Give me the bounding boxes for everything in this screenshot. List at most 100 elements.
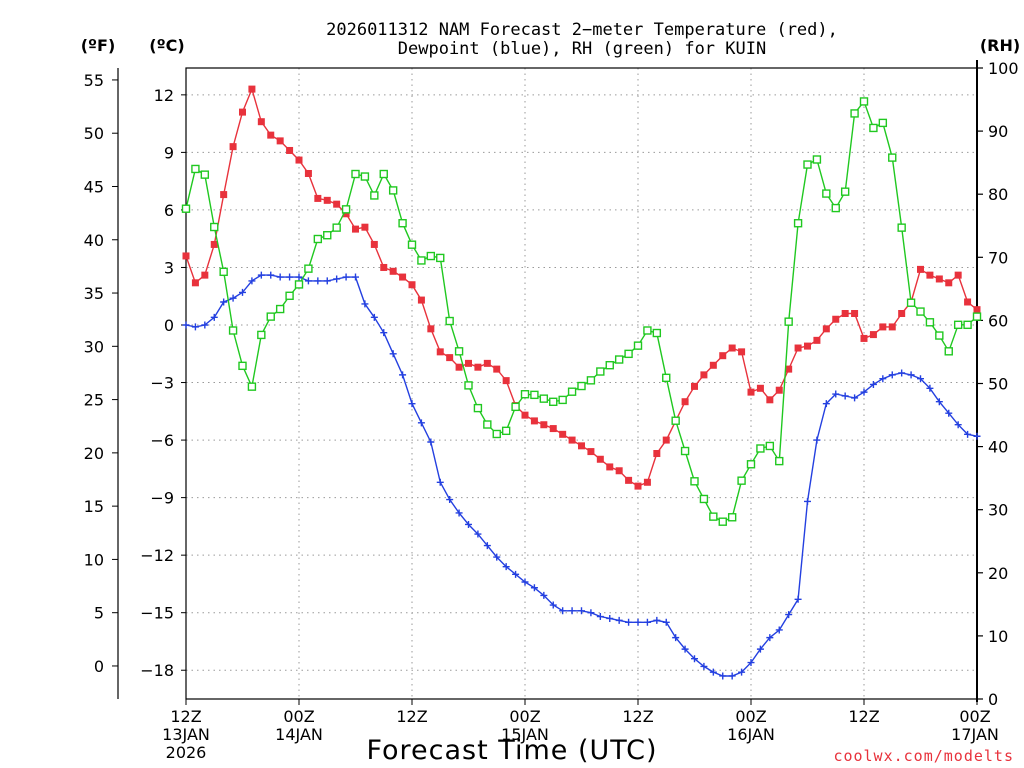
temperature-point	[719, 352, 727, 360]
temperature-point	[700, 371, 708, 379]
rh-point	[473, 403, 483, 413]
dewpoint-point	[587, 609, 595, 617]
rh-point	[869, 123, 878, 133]
credit-text: coolwx.com/modelts	[833, 747, 1014, 765]
rh-tick-label: 20	[988, 564, 1008, 583]
rh-point	[238, 361, 247, 371]
dewpoint-point	[465, 520, 472, 528]
time-tick-label: 12Z	[622, 707, 653, 726]
dewpoint-point	[361, 300, 369, 308]
rh-tick-label: 60	[988, 311, 1008, 330]
fahrenheit-tick-label: 55	[84, 71, 104, 90]
rh-point	[567, 387, 577, 396]
rh-point	[662, 373, 671, 383]
rh-point	[304, 264, 313, 273]
temperature-point	[521, 411, 529, 419]
x-axis-title: Forecast Time (UTC)	[366, 735, 657, 766]
fahrenheit-tick-label: 10	[84, 550, 104, 569]
rh-point	[850, 109, 859, 118]
rh-point	[379, 169, 388, 179]
rh-point	[878, 118, 888, 128]
dewpoint-point	[653, 616, 661, 624]
temperature-point	[540, 421, 548, 429]
fahrenheit-axis-label: (ºF)	[81, 36, 116, 55]
rh-point	[332, 223, 341, 232]
rh-point	[539, 394, 549, 403]
fahrenheit-tick-label: 40	[84, 231, 104, 250]
temperature-point	[851, 309, 859, 317]
rh-point	[501, 426, 511, 436]
celsius-tick-label: −3	[150, 374, 174, 393]
rh-point	[520, 390, 530, 399]
rh-point	[727, 513, 737, 522]
temperature-point	[643, 478, 651, 486]
dewpoint-point	[314, 277, 322, 285]
temperature-point	[973, 306, 981, 314]
temperature-point	[549, 425, 557, 433]
temperature-point	[615, 467, 623, 475]
dewpoint-point	[276, 273, 284, 281]
rh-point	[285, 291, 294, 300]
dewpoint-point	[888, 371, 896, 379]
dewpoint-point	[935, 398, 943, 406]
fahrenheit-tick-label: 50	[84, 124, 104, 143]
rh-point	[756, 444, 765, 453]
temperature-point	[860, 334, 868, 342]
rh-point	[643, 326, 652, 335]
rh-point	[784, 317, 793, 326]
dewpoint-point	[248, 277, 256, 285]
dewpoint-point	[323, 277, 331, 285]
temperature-point	[681, 398, 689, 406]
rh-point	[765, 441, 775, 451]
rh-point	[360, 172, 370, 181]
rh-point	[351, 169, 360, 179]
rh-point	[313, 234, 323, 244]
dewpoint-point	[210, 313, 218, 321]
rh-point	[341, 205, 351, 214]
dewpoint-point	[860, 388, 868, 396]
rh-point	[586, 376, 596, 385]
temperature-point	[935, 275, 943, 283]
dewpoint-point	[691, 655, 698, 663]
dewpoint-point	[201, 321, 209, 329]
temperature-point	[455, 363, 463, 371]
rh-tick-label: 40	[988, 438, 1008, 457]
temperature-point	[276, 137, 284, 145]
dewpoint-point	[879, 375, 887, 383]
rh-point	[718, 517, 727, 526]
temperature-point	[182, 252, 190, 260]
rh-axis-label: (RH)	[980, 36, 1020, 55]
rh-tick-label: 50	[988, 375, 1008, 394]
temperature-point	[578, 442, 585, 450]
rh-point	[210, 222, 219, 232]
dewpoint-point	[540, 591, 548, 599]
dewpoint-point	[427, 438, 435, 446]
dewpoint-point	[728, 672, 736, 680]
dewpoint-point	[851, 394, 859, 402]
rh-point	[633, 341, 643, 350]
temperature-point	[832, 315, 840, 323]
dewpoint-point	[964, 430, 972, 438]
dewpoint-point	[436, 478, 444, 486]
celsius-tick-label: 6	[164, 201, 174, 220]
temperature-point	[926, 271, 934, 279]
dewpoint-point	[907, 371, 915, 379]
dewpoint-point	[455, 509, 463, 517]
time-tick-label: 00Z	[735, 707, 766, 726]
celsius-tick-label: −6	[150, 431, 174, 450]
dewpoint-point	[257, 271, 265, 279]
rh-line	[185, 99, 978, 523]
rh-point	[671, 416, 680, 425]
dewpoint-point	[267, 271, 275, 279]
rh-point	[803, 160, 812, 169]
dewpoint-point	[239, 288, 246, 296]
dewpoint-point	[634, 618, 642, 626]
dewpoint-point	[502, 563, 510, 571]
temperature-point	[323, 196, 331, 204]
dewpoint-point	[304, 277, 312, 285]
celsius-tick-label: −9	[150, 489, 174, 508]
rh-point	[511, 402, 520, 412]
dewpoint-point	[719, 672, 727, 680]
